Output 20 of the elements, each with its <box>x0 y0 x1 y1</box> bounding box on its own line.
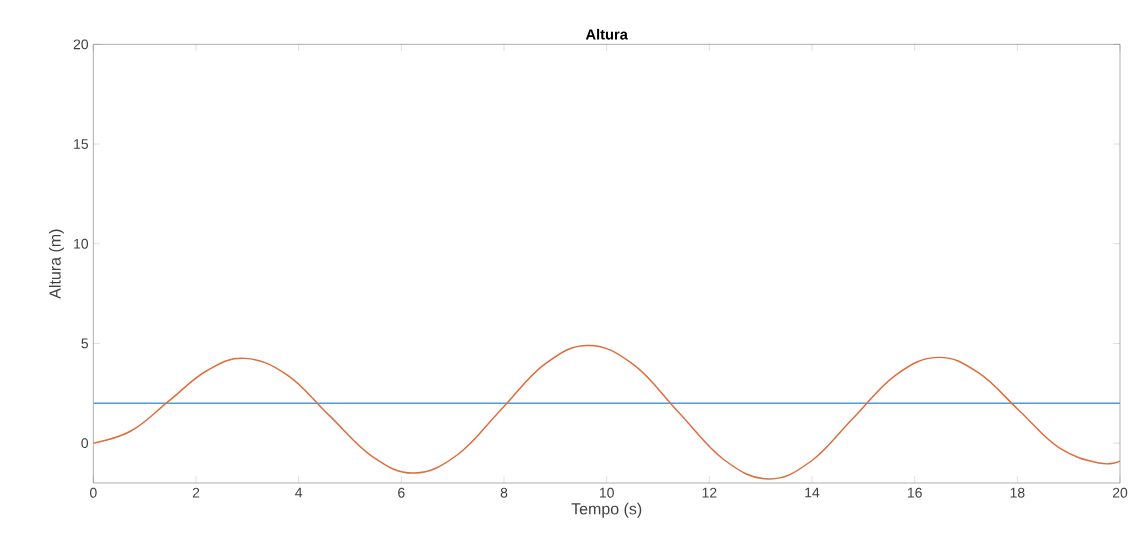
y-tick-label: 10 <box>74 238 89 249</box>
y-tick-label: 15 <box>74 139 89 149</box>
x-tick-label: 16 <box>907 487 922 498</box>
x-tick-label: 8 <box>500 487 508 498</box>
x-tick-label: 10 <box>599 487 614 498</box>
chart-title: Altura <box>585 28 628 40</box>
x-tick-label: 14 <box>805 487 820 498</box>
x-tick-label: 2 <box>192 487 200 498</box>
x-axis-title: Tempo (s) <box>571 502 642 518</box>
y-tick-label: 20 <box>73 39 89 50</box>
x-tick-label: 6 <box>398 487 405 498</box>
y-tick-label: 0 <box>81 438 89 449</box>
y-axis-title: Altura (m) <box>49 229 64 299</box>
line-series <box>93 344 1120 480</box>
x-tick-label: 0 <box>89 487 97 498</box>
x-tick-label: 18 <box>1010 487 1025 498</box>
y-tick-label: 5 <box>81 338 89 349</box>
x-tick-label: 4 <box>295 487 303 498</box>
x-tick-label: 12 <box>702 487 717 498</box>
x-tick-label: 20 <box>1112 487 1128 498</box>
